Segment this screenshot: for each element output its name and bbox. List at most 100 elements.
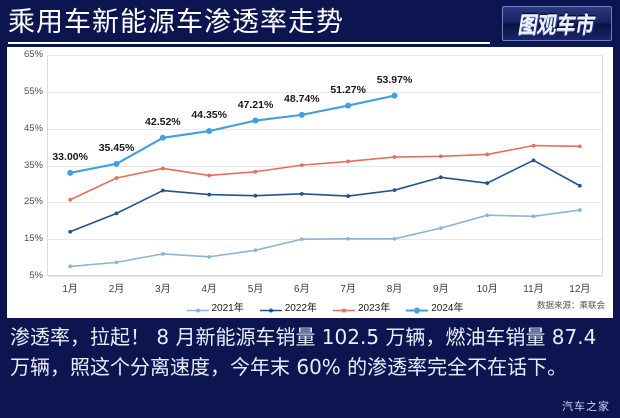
series-marker-2021年 xyxy=(346,236,351,241)
grid-line xyxy=(48,165,602,167)
data-point-label: 51.27% xyxy=(330,83,366,96)
series-marker-2023年 xyxy=(207,173,212,178)
series-marker-2024年 xyxy=(298,111,305,118)
series-marker-2021年 xyxy=(207,254,212,259)
data-point-label: 47.21% xyxy=(237,98,274,111)
series-marker-2022年 xyxy=(299,191,304,196)
x-axis-tick-label: 8月 xyxy=(386,284,403,295)
series-marker-2022年 xyxy=(438,175,443,180)
series-marker-2023年 xyxy=(531,143,536,148)
data-point-label: 44.35% xyxy=(191,109,227,122)
series-marker-2021年 xyxy=(392,236,397,241)
data-point-label: 33.00% xyxy=(52,150,88,163)
chart-legend: 2021年 2022年 2023年 2024年 xyxy=(47,298,603,314)
series-marker-2024年 xyxy=(159,134,166,141)
series-marker-2022年 xyxy=(253,193,258,198)
series-layer xyxy=(47,55,603,276)
grid-line xyxy=(48,128,602,130)
series-marker-2024年 xyxy=(67,169,74,176)
source-note: 数据来源：乘联会 xyxy=(536,300,605,310)
x-axis-tick-label: 11月 xyxy=(523,284,544,295)
series-marker-2021年 xyxy=(299,237,304,242)
grid-line xyxy=(48,55,602,56)
y-axis-tick-label: 55% xyxy=(23,85,43,97)
series-marker-2023年 xyxy=(114,176,119,180)
series-marker-2024年 xyxy=(206,128,213,135)
legend-item-2023年[interactable]: 2023年 xyxy=(333,299,390,314)
series-marker-2021年 xyxy=(160,252,165,256)
caption-text: 渗透率，拉起！ 8 月新能源车销量 102.5 万辆，燃油车销量 87.4 万辆… xyxy=(10,325,597,379)
legend-label: 2021年 xyxy=(211,302,244,314)
grid-line xyxy=(48,91,602,93)
series-marker-2022年 xyxy=(531,158,536,163)
series-marker-2023年 xyxy=(438,154,443,159)
page-title: 乘用车新能源车渗透率走势 xyxy=(8,7,344,38)
legend-item-2022年[interactable]: 2022年 xyxy=(259,299,317,314)
series-marker-2022年 xyxy=(160,188,165,193)
series-marker-2022年 xyxy=(207,192,212,197)
chart-panel: 5% 15% 25% 35% 45% 55% 65% 1月 2月 3月 4月 5月 6月 7月 8月 9月 1… xyxy=(7,47,613,318)
x-axis-tick-label: 7月 xyxy=(340,284,356,295)
series-marker-2023年 xyxy=(253,169,258,174)
series-marker-2022年 xyxy=(485,181,490,186)
series-line-2022年 xyxy=(69,159,581,233)
series-marker-2023年 xyxy=(485,152,490,157)
series-marker-2023年 xyxy=(68,197,73,202)
series-marker-2024年 xyxy=(252,117,259,124)
series-line-2021年 xyxy=(69,209,581,268)
series-marker-2021年 xyxy=(68,264,73,269)
chart-series-svg xyxy=(67,92,582,269)
data-point-label: 42.52% xyxy=(145,115,181,128)
x-axis-tick-label: 12月 xyxy=(569,284,591,295)
series-marker-2023年 xyxy=(160,166,165,171)
series-marker-2024年 xyxy=(391,92,398,99)
legend-label: 2023年 xyxy=(358,302,391,314)
series-line-2023年 xyxy=(69,144,581,201)
series-line-2024年 xyxy=(69,94,396,174)
legend-item-2024年[interactable]: 2024年 xyxy=(406,299,464,314)
data-point-label: 53.97% xyxy=(376,73,413,86)
legend-label: 2022年 xyxy=(284,302,317,314)
series-marker-2023年 xyxy=(299,163,304,168)
series-marker-2024年 xyxy=(345,102,352,109)
x-axis-tick-label: 2月 xyxy=(108,284,125,295)
brand-logo-text: 图观车市 xyxy=(516,12,597,39)
grid-line xyxy=(48,276,602,277)
series-marker-2021年 xyxy=(577,208,582,212)
y-axis-tick-label: 15% xyxy=(23,233,43,245)
data-point-label: 48.74% xyxy=(284,92,320,105)
x-axis-tick-label: 5月 xyxy=(247,284,264,295)
y-axis-labels: 5% 15% 25% 35% 45% 55% 65% xyxy=(7,50,43,281)
legend-swatch-icon xyxy=(406,302,429,313)
x-axis-tick-label: 9月 xyxy=(433,284,449,295)
series-marker-2021年 xyxy=(253,248,258,253)
legend-swatch-icon xyxy=(333,302,355,312)
series-marker-2021年 xyxy=(114,260,119,265)
series-marker-2022年 xyxy=(68,229,73,234)
series-marker-2022年 xyxy=(346,194,351,198)
series-marker-2021年 xyxy=(531,214,536,219)
legend-item-2021年[interactable]: 2021年 xyxy=(186,299,244,314)
x-axis-tick-label: 6月 xyxy=(294,284,310,295)
x-axis-tick-label: 10月 xyxy=(476,284,498,295)
legend-label: 2024年 xyxy=(431,302,464,314)
header-divider xyxy=(8,42,490,44)
series-marker-2021年 xyxy=(438,226,443,231)
series-marker-2022年 xyxy=(577,183,582,188)
series-marker-2023年 xyxy=(346,159,351,164)
x-axis-tick-label: 1月 xyxy=(62,284,78,295)
series-marker-2021年 xyxy=(485,213,490,218)
brand-logo: 图观车市 xyxy=(502,6,612,41)
caption-block: 渗透率，拉起！ 8 月新能源车销量 102.5 万辆，燃油车销量 87.4 万辆… xyxy=(0,318,620,418)
series-marker-2024年 xyxy=(113,160,120,167)
series-marker-2023年 xyxy=(392,155,397,159)
x-axis-tick-label: 4月 xyxy=(201,284,217,295)
y-axis-tick-label: 45% xyxy=(23,122,43,134)
watermark: 汽车之家 xyxy=(562,400,610,413)
header-bar: 乘用车新能源车渗透率走势 图观车市 xyxy=(0,0,620,47)
grid-line xyxy=(48,202,602,204)
data-point-label: 35.45% xyxy=(98,141,135,154)
x-axis-labels: 1月 2月 3月 4月 5月 6月 7月 8月 9月 10月 11月 12月 xyxy=(47,280,603,298)
legend-swatch-icon xyxy=(259,302,282,312)
